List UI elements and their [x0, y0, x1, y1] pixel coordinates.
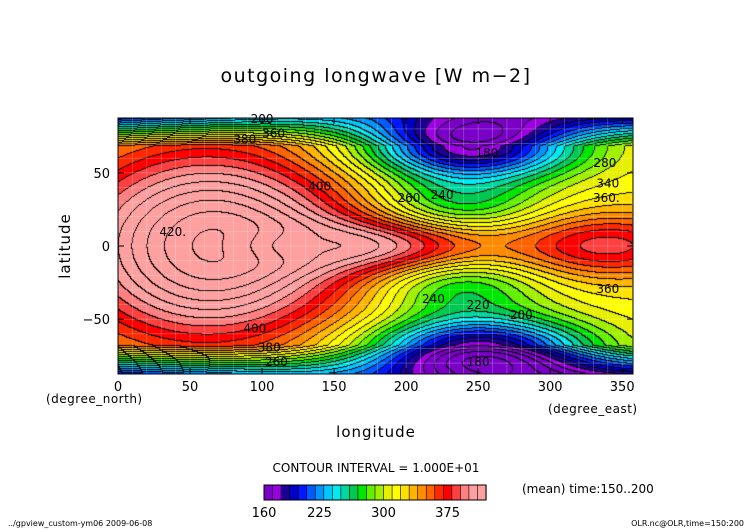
- colorbar-swatch: [443, 484, 453, 501]
- y-unit-label: (degree_north): [46, 392, 143, 406]
- x-axis-title: longitude: [336, 423, 416, 441]
- x-tick-label: 100: [250, 380, 275, 395]
- x-unit-label: (degree_east): [548, 402, 638, 416]
- colorbar-swatch: [306, 484, 316, 501]
- colorbar-swatch: [417, 484, 427, 501]
- x-tick-label: 200: [394, 380, 419, 395]
- colorbar-swatch: [477, 484, 487, 501]
- colorbar-swatch: [383, 484, 393, 501]
- contour-label: 360.: [593, 191, 620, 205]
- x-tick-label: 300: [538, 380, 563, 395]
- contour-label: 280: [593, 156, 616, 170]
- colorbar: [263, 484, 487, 501]
- contour-label: 400: [243, 321, 266, 335]
- colorbar-swatch: [434, 484, 444, 501]
- grid-lines: [117, 118, 633, 374]
- colorbar-swatch: [451, 484, 461, 501]
- contour-label: 180: [467, 355, 490, 369]
- colorbar-swatch: [314, 484, 325, 501]
- x-tick-label: 0: [114, 380, 122, 395]
- colorbar-swatch: [391, 484, 402, 501]
- colorbar-swatch: [366, 484, 376, 501]
- x-tick-label: 150: [322, 380, 347, 395]
- colorbar-swatch: [263, 484, 274, 501]
- x-tick-label: 50: [182, 380, 199, 395]
- olr-field: [118, 118, 633, 374]
- colorbar-swatch: [400, 484, 410, 501]
- contour-label: 380: [233, 133, 256, 147]
- x-tick-label: 350: [610, 380, 635, 395]
- mean-note: (mean) time:150..200: [522, 482, 654, 496]
- contour-label: 240: [422, 292, 445, 306]
- contour-label: 180: [475, 146, 498, 160]
- colorbar-swatch: [357, 484, 368, 501]
- y-axis-title: latitude: [56, 213, 74, 279]
- y-tick-label: −50: [83, 313, 110, 328]
- contour-label: 360: [596, 282, 619, 296]
- contour-interval: CONTOUR INTERVAL = 1.000E+01: [273, 461, 480, 475]
- contour-label: 260: [398, 191, 421, 205]
- x-axis-ticks: 0 50 100 150 200 250 300 350: [114, 118, 635, 395]
- colorbar-swatch: [280, 484, 291, 501]
- colorbar-swatch: [468, 484, 479, 501]
- y-tick-label: 0: [102, 240, 110, 255]
- footer-right: OLR.nc@OLR,time=150:200: [631, 519, 744, 528]
- contour-label: 360: [262, 127, 285, 141]
- contour-label: 240: [431, 188, 454, 202]
- contour-label: 400: [308, 179, 331, 193]
- contour-label: 340: [596, 176, 619, 190]
- footer-left: ../gpview_custom-ym06 2009-06-08: [8, 519, 152, 528]
- contour-label: 200: [510, 308, 533, 322]
- colorbar-tick-labels: 160 225 300 375: [252, 506, 460, 521]
- y-tick-label: 50: [93, 167, 110, 182]
- colorbar-swatch: [340, 484, 350, 501]
- colorbar-swatch: [408, 484, 419, 501]
- colorbar-swatch: [272, 484, 282, 501]
- colorbar-swatch: [460, 484, 470, 501]
- contour-label: 380: [258, 340, 281, 354]
- colorbar-swatch: [332, 484, 342, 501]
- colorbar-frame: [263, 484, 487, 501]
- x-tick-label: 250: [466, 380, 491, 395]
- colorbar-swatch: [323, 484, 333, 501]
- contour-label: 260: [265, 355, 288, 369]
- colorbar-swatch: [289, 484, 299, 501]
- colorbar-tick-label: 225: [307, 506, 332, 521]
- colorbar-swatch: [349, 484, 359, 501]
- contour-label: 220: [467, 298, 490, 312]
- colorbar-tick-label: 300: [371, 506, 396, 521]
- colorbar-tick-label: 160: [252, 506, 277, 521]
- colorbar-swatch: [297, 484, 308, 501]
- y-axis-ticks: 50 0 −50: [83, 167, 633, 328]
- colorbar-swatch: [374, 484, 385, 501]
- contour-label: 420.: [159, 225, 186, 239]
- colorbar-tick-label: 375: [435, 506, 460, 521]
- chart-title: outgoing longwave [W m−2]: [220, 65, 531, 87]
- colorbar-swatch: [425, 484, 436, 501]
